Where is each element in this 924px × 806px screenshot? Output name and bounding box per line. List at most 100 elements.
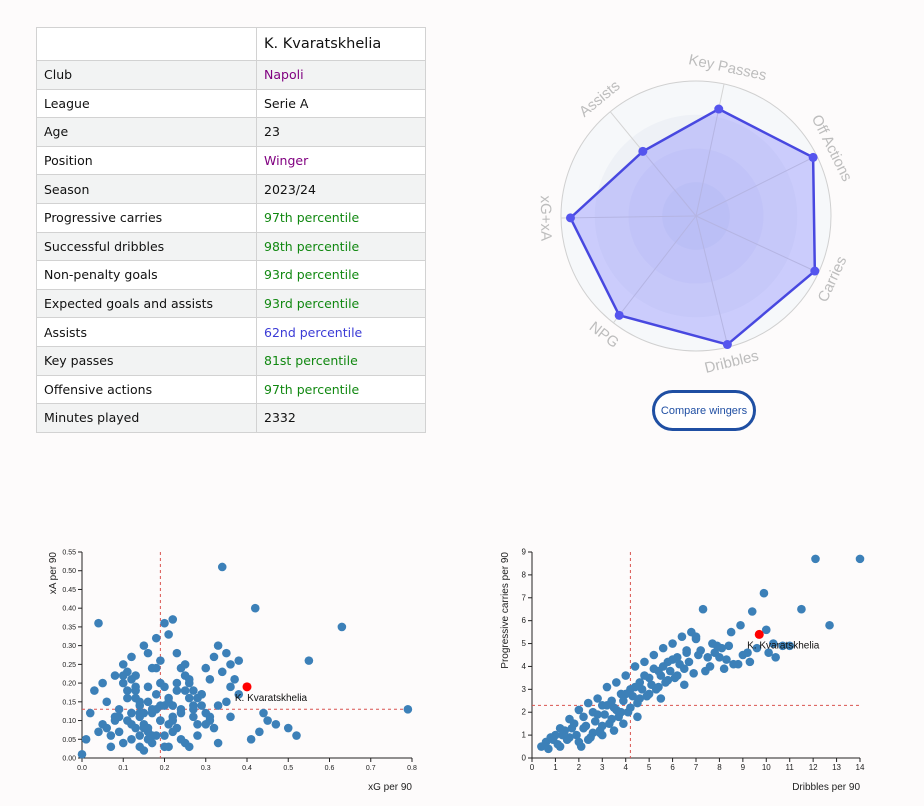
radar-point	[638, 146, 648, 156]
scatter-point	[168, 615, 178, 624]
scatter-point	[156, 678, 165, 688]
scatter-point	[656, 694, 666, 703]
scatter-point	[609, 726, 619, 735]
scatter-point	[217, 667, 227, 677]
row-value: Serie A	[256, 88, 426, 119]
table-row: Key passes 81st percentile	[36, 345, 426, 376]
x-tick-label: 11	[786, 763, 795, 772]
y-tick-label: 0.30	[62, 643, 76, 650]
scatter-point	[94, 727, 103, 737]
x-tick-label: 0.6	[325, 765, 335, 772]
scatter-point	[213, 701, 223, 710]
scatter-point	[143, 697, 153, 707]
x-tick-label: 10	[762, 763, 771, 772]
scatter-point	[593, 710, 602, 719]
scatter-point	[189, 701, 198, 710]
scatter-point	[222, 697, 231, 707]
scatter-point	[621, 689, 631, 699]
scatter-point	[234, 690, 244, 699]
scatter-point	[102, 723, 112, 733]
row-label: Progressive carries	[36, 202, 257, 233]
scatter-point	[226, 682, 235, 692]
x-tick-label: 0.7	[366, 765, 376, 772]
scatter-point	[588, 728, 598, 738]
scatter-point	[684, 657, 694, 667]
scatter-point	[712, 641, 722, 651]
scatter-point	[595, 728, 605, 738]
row-value: 62nd percentile	[256, 317, 426, 347]
x-tick-label: 0.4	[242, 765, 252, 772]
scatter-point	[701, 666, 710, 676]
scatter-point	[213, 641, 223, 650]
y-tick-label: 3	[522, 685, 527, 694]
scatter-point	[189, 712, 198, 722]
radar-spoke	[695, 215, 729, 348]
row-label: Position	[36, 145, 257, 176]
scatter-point	[612, 678, 621, 687]
radar-area	[568, 107, 817, 346]
scatter-point	[619, 719, 628, 728]
radar-point	[614, 310, 624, 320]
y-axis-title: xA per 90	[48, 552, 59, 595]
scatter-point	[677, 632, 687, 641]
scatter-point	[189, 686, 198, 695]
scatter-point	[85, 708, 95, 718]
scatter-point	[679, 680, 689, 690]
scatter-point	[544, 744, 553, 754]
scatter-point	[164, 742, 173, 752]
scatter-point	[184, 675, 194, 684]
scatter-point	[94, 618, 103, 628]
scatter-point	[110, 716, 120, 725]
scatter-point	[90, 686, 99, 695]
table-row: Season 2023/24	[36, 174, 426, 204]
table-row: Offensive actions 97th percentile	[36, 374, 426, 405]
scatter-point	[654, 682, 663, 692]
row-label: Key passes	[36, 345, 257, 376]
scatter-point	[106, 731, 116, 740]
scatter-point	[679, 664, 689, 674]
scatter-point	[176, 708, 186, 718]
scatter-point	[127, 708, 136, 718]
scatter-point	[168, 701, 178, 710]
scatter-point	[630, 682, 640, 692]
scatter-point	[764, 648, 773, 658]
scatter-point	[579, 712, 588, 722]
scatter-point	[729, 659, 738, 669]
scatter-point	[160, 618, 169, 628]
x-axis-title: Dribbles per 90	[792, 782, 860, 793]
scatter-point	[226, 660, 235, 669]
scatter-point	[118, 660, 128, 669]
scatter-point	[691, 632, 701, 641]
scatter-point	[644, 689, 654, 699]
scatter-point	[147, 738, 157, 748]
row-value: 98th percentile	[256, 231, 426, 262]
scatter-point	[164, 693, 173, 703]
scatter-point	[226, 712, 235, 722]
scatter-point	[656, 671, 666, 680]
scatter-point	[602, 701, 612, 710]
row-label: League	[36, 88, 257, 119]
table-row: Expected goals and assists 93rd percentil…	[36, 288, 426, 319]
compare-wingers-button[interactable]: Compare wingers	[652, 390, 756, 431]
scatter-point	[201, 719, 211, 729]
scatter-point	[123, 693, 132, 703]
scatter-point	[825, 620, 834, 630]
y-tick-label: 8	[522, 570, 527, 579]
scatter-point	[738, 650, 748, 660]
y-tick-label: 0.25	[62, 662, 76, 669]
scatter-point	[565, 733, 574, 742]
scatter-point	[197, 690, 206, 699]
scatter-point	[193, 731, 202, 740]
scatter-point	[555, 742, 565, 751]
x-tick-label: 2	[577, 763, 582, 772]
scatter-point	[710, 648, 720, 658]
scatter-point	[583, 735, 593, 744]
scatter-point	[106, 742, 116, 752]
scatter-point	[127, 652, 136, 662]
scatter-point	[597, 721, 607, 731]
table-row: Non-penalty goals 93rd percentile	[36, 260, 426, 290]
scatter-point	[77, 749, 87, 759]
y-tick-label: 7	[522, 593, 527, 602]
scatter-point	[234, 656, 244, 665]
